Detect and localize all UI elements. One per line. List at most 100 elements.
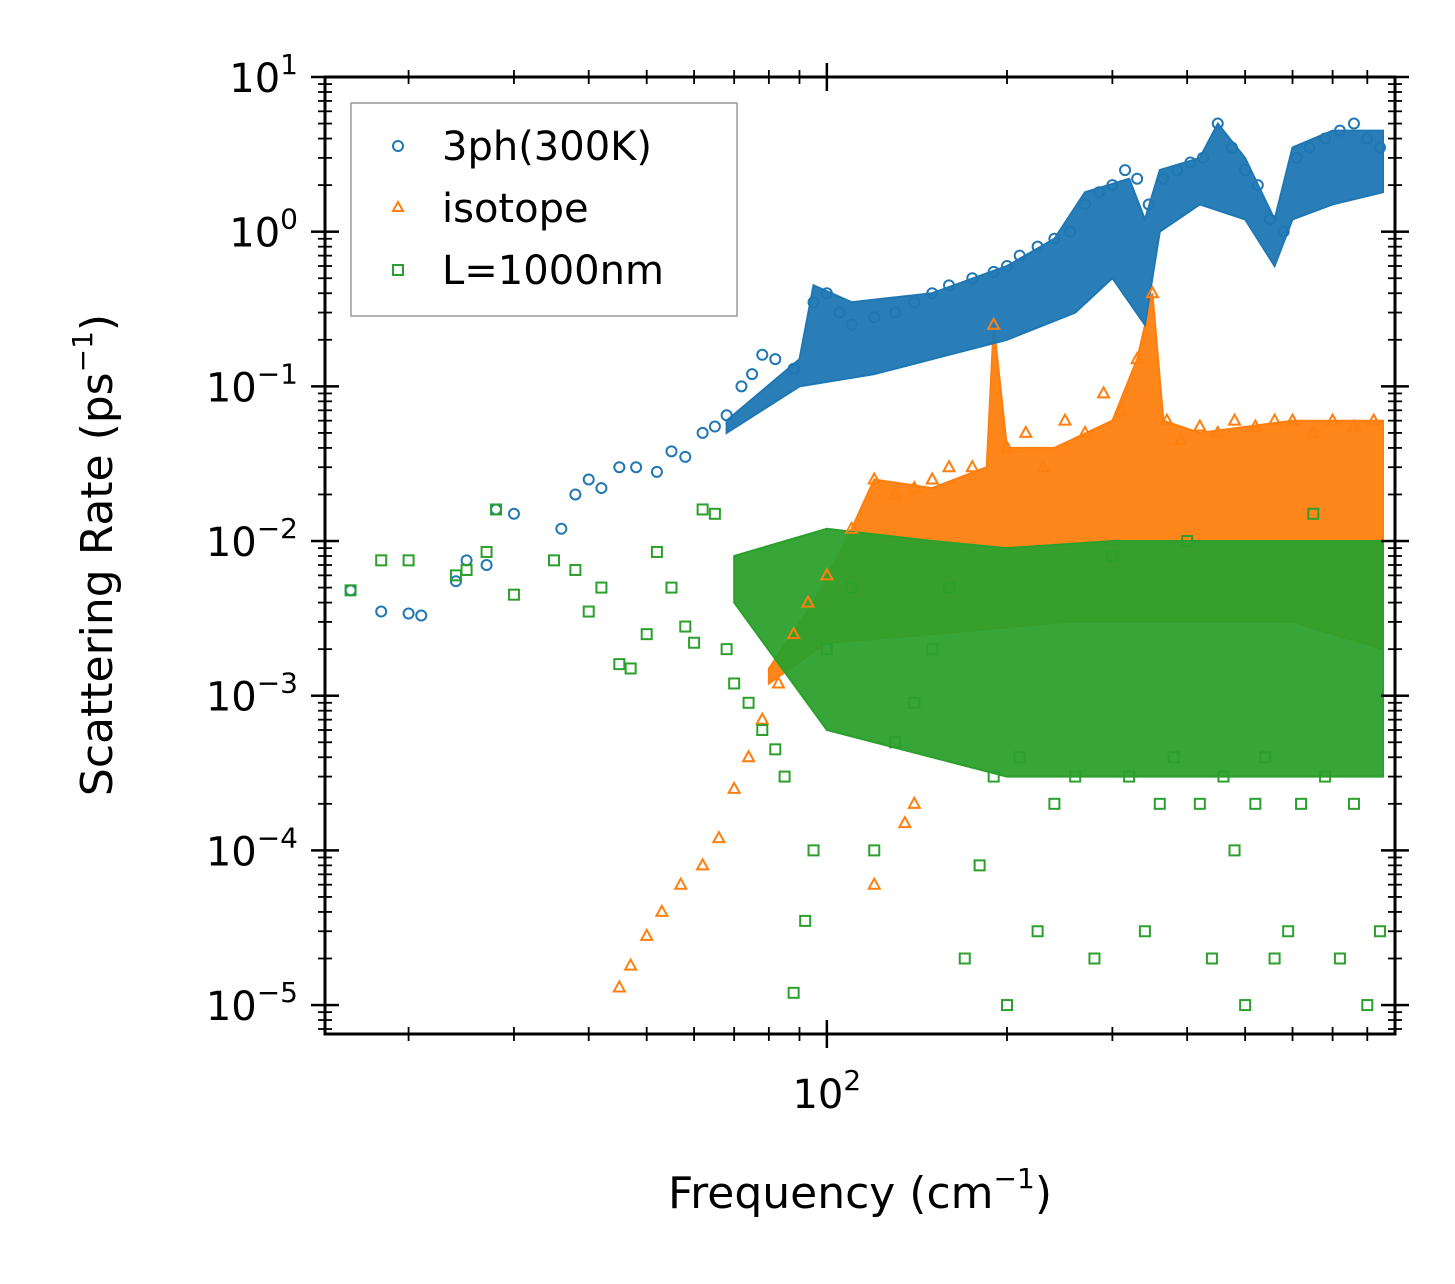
y-tick-label: 10−1	[206, 357, 298, 411]
point-l-1000nm-5	[480, 545, 493, 558]
point-l-1000nm-64	[1333, 952, 1346, 965]
point-3ph-300k--60	[1319, 132, 1332, 145]
point-l-1000nm-61	[1295, 797, 1308, 810]
point-l-1000nm-55	[1228, 844, 1241, 857]
point-l-1000nm-65	[1347, 797, 1360, 810]
point-3ph-300k--22	[746, 368, 759, 381]
point-isotope-7	[726, 780, 742, 794]
point-3ph-300k--59	[1303, 141, 1316, 154]
point-isotope-5	[695, 857, 710, 871]
point-l-1000nm-21	[720, 643, 733, 656]
point-l-1000nm-4	[460, 563, 473, 576]
point-3ph-300k--49	[1171, 164, 1184, 177]
point-isotope-10	[771, 675, 786, 689]
point-3ph-300k--46	[1131, 172, 1144, 185]
point-l-1000nm-31	[845, 581, 858, 594]
point-3ph-300k--39	[1031, 240, 1044, 253]
point-l-1000nm-0	[344, 584, 357, 597]
point-l-1000nm-53	[1205, 952, 1218, 965]
point-l-1000nm-38	[973, 859, 986, 872]
point-l-1000nm-59	[1268, 952, 1281, 965]
point-l-1000nm-46	[1106, 550, 1119, 563]
point-3ph-300k--56	[1263, 213, 1276, 226]
legend-label-3ph: 3ph(300K)	[442, 124, 652, 170]
point-isotope-20	[965, 459, 980, 473]
points-layer	[344, 117, 1386, 1012]
point-3ph-300k--63	[1361, 132, 1374, 145]
point-3ph-300k--18	[696, 426, 709, 439]
y-axis-title: Scattering Rate (ps−1)	[66, 314, 123, 796]
point-isotope-34	[1210, 424, 1225, 438]
point-isotope-45	[907, 795, 922, 809]
point-l-1000nm-2	[402, 554, 415, 567]
point-3ph-300k--42	[1078, 198, 1091, 211]
point-l-1000nm-37	[958, 952, 971, 965]
point-3ph-300k--20	[720, 409, 733, 422]
point-3ph-300k--30	[868, 311, 881, 324]
point-isotope-11	[786, 626, 801, 640]
point-l-1000nm-29	[807, 844, 820, 857]
point-isotope-27	[1096, 385, 1111, 399]
point-isotope-43	[867, 876, 882, 890]
point-l-1000nm-12	[613, 658, 626, 671]
point-3ph-300k--50	[1184, 156, 1197, 169]
x-axis-title: Frequency (cm−1)	[668, 1162, 1052, 1219]
point-isotope-39	[1306, 424, 1321, 438]
point-3ph-300k--25	[787, 362, 800, 375]
point-l-1000nm-58	[1259, 751, 1272, 764]
point-l-1000nm-8	[548, 554, 561, 567]
point-isotope-31	[1159, 412, 1175, 426]
point-l-1000nm-30	[820, 643, 833, 656]
point-3ph-300k--47	[1142, 198, 1155, 211]
point-isotope-41	[1346, 418, 1362, 432]
point-isotope-33	[1192, 418, 1208, 432]
y-tick-label: 10−5	[206, 976, 298, 1030]
point-l-1000nm-32	[868, 844, 881, 857]
point-l-1000nm-42	[1031, 925, 1044, 938]
point-isotope-35	[1227, 412, 1242, 426]
point-l-1000nm-10	[582, 605, 595, 618]
point-isotope-13	[819, 567, 835, 581]
point-l-1000nm-49	[1153, 797, 1166, 810]
tick-labels-layer: 101 100 10−1 10−2 10−3 10−4 10−5 102	[206, 48, 861, 1118]
point-l-1000nm-67	[1373, 925, 1386, 938]
y-tick-label: 10−4	[206, 821, 298, 875]
legend-box	[350, 102, 738, 317]
point-l-1000nm-20	[708, 507, 721, 520]
point-isotope-28	[1113, 402, 1129, 416]
point-3ph-300k--1	[375, 605, 388, 618]
point-3ph-300k--27	[820, 287, 833, 300]
point-l-1000nm-41	[1013, 751, 1026, 764]
point-isotope-32	[1173, 431, 1188, 445]
data-layer	[344, 117, 1386, 1012]
point-isotope-36	[1248, 418, 1263, 432]
point-l-1000nm-45	[1088, 952, 1101, 965]
point-3ph-300k--26	[807, 296, 820, 309]
point-isotope-37	[1267, 412, 1282, 426]
point-3ph-300k--48	[1157, 172, 1170, 185]
point-l-1000nm-60	[1282, 925, 1295, 938]
point-isotope-26	[1077, 424, 1093, 438]
point-l-1000nm-57	[1249, 797, 1262, 810]
point-3ph-300k--35	[966, 272, 979, 285]
point-3ph-300k--17	[679, 450, 692, 463]
point-3ph-300k--34	[943, 279, 956, 292]
point-isotope-18	[925, 471, 940, 485]
point-l-1000nm-33	[889, 736, 902, 749]
point-l-1000nm-50	[1167, 751, 1180, 764]
point-isotope-14	[844, 520, 859, 534]
point-isotope-17	[907, 479, 922, 494]
point-3ph-300k--6	[480, 558, 493, 571]
point-l-1000nm-34	[908, 696, 921, 709]
point-l-1000nm-35	[926, 643, 939, 656]
point-l-1000nm-23	[742, 696, 755, 709]
legend-label-isotope: isotope	[442, 186, 589, 232]
point-isotope-30	[1145, 285, 1160, 299]
point-3ph-300k--10	[569, 488, 582, 501]
y-tick-label: 101	[229, 48, 298, 102]
point-3ph-300k--24	[769, 353, 782, 366]
point-isotope-40	[1325, 412, 1340, 426]
point-l-1000nm-13	[624, 662, 637, 675]
point-3ph-300k--33	[926, 287, 939, 300]
point-isotope-6	[711, 830, 727, 844]
